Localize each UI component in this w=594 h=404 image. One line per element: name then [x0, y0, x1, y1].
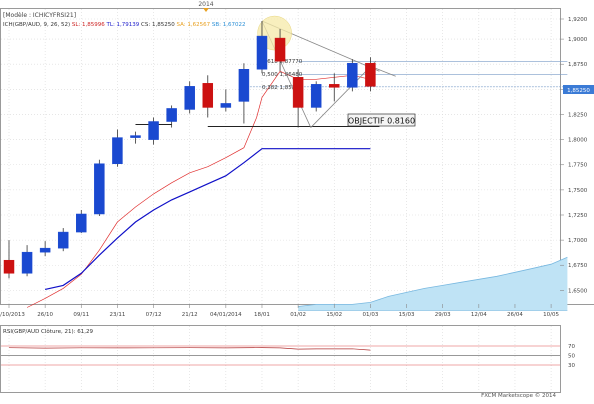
year-marker-label: 2014 [198, 1, 213, 8]
candle-body [310, 84, 322, 108]
x-tick-label: 01/03 [362, 312, 378, 318]
candle-body [21, 251, 33, 274]
legend-item: SL: 1,85996 [72, 22, 107, 28]
y-tick-label: 1,9200 [568, 17, 588, 23]
current-price-box [563, 85, 594, 94]
rsi-level-label: 50 [568, 354, 575, 360]
x-tick-label: 29/03 [435, 312, 451, 318]
rsi-panel-frame [0, 325, 561, 393]
x-tick-label: 15/03 [399, 312, 415, 318]
y-tick-label: 1,6750 [568, 263, 588, 269]
legend-item: SB: 1,67022 [212, 22, 246, 28]
y-tick-label: 1,7750 [568, 163, 588, 169]
fib-label: 0,500 1,86480 [262, 72, 303, 78]
candle-body [329, 84, 340, 88]
candle-body [220, 103, 232, 108]
legend-item: CS: 1,85250 [141, 22, 176, 28]
candle-body [76, 213, 87, 233]
candle-body [148, 121, 159, 140]
kijun-line [44, 148, 371, 290]
candle-body [184, 86, 195, 110]
candle-body [347, 62, 358, 88]
candle-body [39, 247, 51, 253]
ichimoku-cloud [298, 256, 568, 311]
model-label: [Modèle : ICHICYFRSI21] [3, 12, 76, 19]
x-tick-label: 07/12 [146, 312, 162, 318]
objective-label: OBJECTIF 0.8160 [348, 117, 415, 126]
x-tick-label: 12/04 [471, 312, 487, 318]
x-tick-label: 12/10/2013 [0, 312, 25, 318]
cloud-span-line [298, 256, 568, 307]
indicator-lines [26, 70, 371, 308]
y-tick-label: 1,8000 [568, 138, 588, 144]
rsi-line [8, 347, 371, 351]
candle-body [57, 231, 69, 249]
copyright: FXCM Marketscope © 2014 [481, 392, 556, 399]
x-tick-label: 01/02 [290, 312, 306, 318]
rsi-panel: 70 50 30 [1, 344, 575, 369]
y-tick-label: 1,9000 [568, 37, 588, 43]
candle-body [202, 83, 214, 108]
indicator-legend: ICH(GBP/AUD, 9, 26, 52) SL: 1,85996 TL: … [3, 22, 245, 28]
x-tick-label: 23/11 [109, 312, 125, 318]
x-axis: 12/10/2013 26/10 09/11 23/11 07/12 21/12 04/01… [0, 304, 560, 318]
candle-body [130, 135, 141, 138]
y-tick-label: 1,8750 [568, 62, 588, 68]
y-tick-label: 1,7000 [568, 238, 588, 244]
current-price-label: 1,85250 [567, 88, 590, 94]
x-tick-label: 26/04 [507, 312, 523, 318]
candle-body [3, 259, 15, 274]
y-axis: 1,92001,90001,87501,85001,82501,80001,77… [560, 17, 588, 294]
candles [3, 21, 376, 279]
rsi-level-label: 70 [568, 344, 575, 350]
candle-body [112, 137, 123, 164]
fib-label: 0,382 1,85200 [262, 85, 303, 91]
rsi-level-label: 30 [568, 363, 575, 369]
candle-body [292, 77, 304, 108]
x-tick-label: 04/01/2014 [210, 312, 242, 318]
x-tick-label: 15/02 [326, 312, 342, 318]
y-tick-label: 1,6500 [568, 288, 588, 294]
y-tick-label: 1,8250 [568, 112, 588, 118]
objective-box[interactable] [347, 113, 416, 127]
candle-body [94, 163, 105, 215]
legend-item: SA: 1,62567 [176, 22, 211, 28]
candle-body [238, 69, 250, 102]
triangle-lower-line [310, 60, 377, 128]
candle-body [256, 35, 268, 70]
rsi-label: RSI(GBP/AUD Clôture, 21): 61,29 [3, 328, 93, 335]
fib-label: 0,618 1,87770 [262, 59, 303, 65]
candle-body [166, 108, 177, 122]
year-marker-icon [203, 8, 209, 12]
candle-body [274, 37, 286, 62]
x-tick-label: 26/10 [37, 312, 53, 318]
x-tick-label: 10/05 [543, 312, 559, 318]
y-tick-label: 1,7500 [568, 188, 588, 194]
cloud-area [298, 257, 568, 311]
x-tick-label: 21/12 [182, 312, 198, 318]
legend-item: ICH(GBP/AUD, 9, 26, 52) [3, 22, 72, 28]
y-tick-label: 1,7250 [568, 213, 588, 219]
legend-item: TL: 1,79139 [106, 22, 142, 28]
x-tick-label: 18/01 [254, 312, 270, 318]
candle-body [365, 62, 376, 87]
tenkan-line [26, 70, 371, 308]
x-tick-label: 09/11 [73, 312, 89, 318]
